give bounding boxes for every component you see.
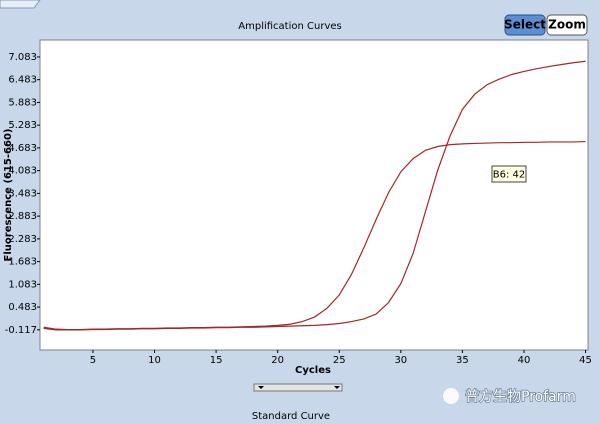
curve [43, 60, 586, 331]
splitter-handle[interactable] [253, 383, 343, 392]
tooltip-text: B6: 42 [493, 170, 526, 181]
y-tick-label: 5.283 [8, 120, 37, 131]
zoom-button-label[interactable]: Zoom [548, 18, 586, 32]
x-tick-label: 45 [579, 355, 592, 366]
splitter-bar[interactable] [253, 383, 343, 392]
y-tick-label: 3.483 [8, 188, 37, 199]
plot: -0.117 0.483 1.083 1.683 2.283 2.883 3.483 4.08… [5, 52, 592, 366]
y-tick-label: 7.083 [8, 52, 37, 63]
y-tick-label: 5.883 [8, 97, 37, 108]
tooltip-box [491, 165, 527, 183]
y-tick-label: 2.883 [8, 211, 37, 222]
plot-area [39, 39, 589, 351]
y-tick-label: 6.483 [8, 75, 37, 86]
watermark-icon [443, 388, 459, 404]
x-tick-label: 20 [271, 355, 284, 366]
x-axis-label: Cycles [295, 365, 331, 376]
y-tick-label: 4.083 [8, 166, 37, 177]
select-button-bg[interactable] [504, 14, 546, 36]
zoom-button[interactable]: Zoom [546, 14, 588, 36]
x-tick-label: 40 [518, 355, 531, 366]
x-tick-label: 30 [394, 355, 407, 366]
y-tick-label: 0.483 [8, 302, 37, 313]
x-tick-label: 25 [333, 355, 346, 366]
y-tick-label: 4.683 [8, 143, 37, 154]
tooltip: B6: 42 [491, 165, 527, 183]
zoom-button-bg[interactable] [546, 14, 588, 36]
panel-title: Standard Curve [252, 411, 330, 422]
x-tick-label: 35 [456, 355, 469, 366]
select-button[interactable]: Select [504, 14, 546, 36]
x-tick-label: 15 [210, 355, 223, 366]
y-tick-label: 1.083 [8, 279, 37, 290]
select-button-label[interactable]: Select [504, 18, 546, 32]
x-tick-label: 5 [90, 355, 96, 366]
y-tick-label: -0.117 [5, 325, 37, 336]
y-tick-label: 2.283 [8, 234, 37, 245]
y-axis-label: Fluorescence (615-660) [3, 129, 14, 262]
watermark-text: 普方生物Profarm [465, 389, 576, 405]
y-tick-label: 1.683 [8, 257, 37, 268]
x-tick-label: 10 [148, 355, 161, 366]
tab-corner [0, 0, 41, 9]
chart-title: Amplification Curves [238, 21, 341, 32]
watermark: 普方生物Profarm [443, 388, 577, 406]
